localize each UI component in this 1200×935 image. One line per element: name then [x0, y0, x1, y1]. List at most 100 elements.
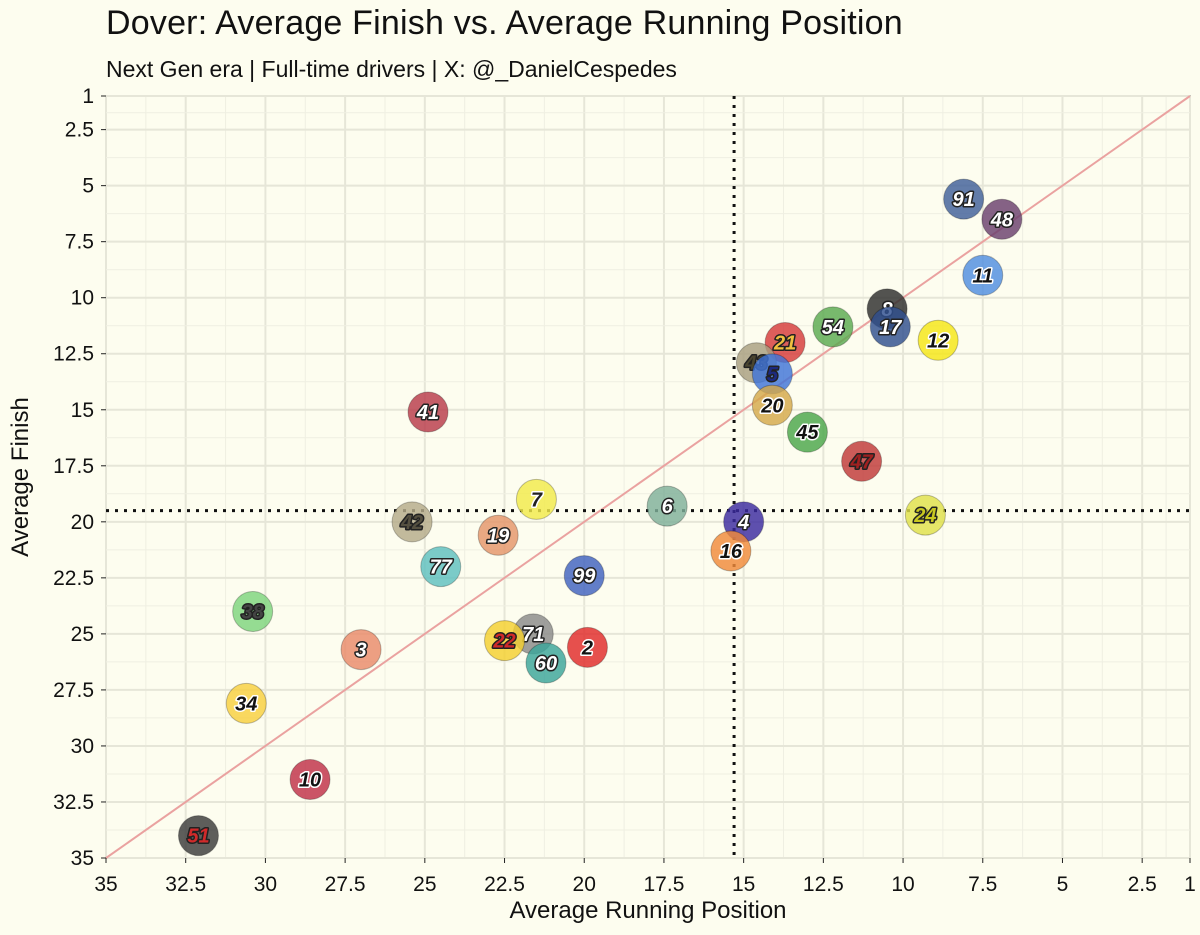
y-tick-label: 12.5	[53, 343, 94, 366]
grid-lines	[105, 95, 1191, 859]
car-marker-3: 3	[340, 629, 382, 671]
car-number-label: 41	[416, 402, 439, 424]
car-circle	[477, 514, 519, 556]
car-marker-21: 21	[764, 322, 806, 364]
car-marker-12: 12	[917, 319, 959, 361]
x-tick-label: 32.5	[165, 873, 206, 896]
car-circle	[917, 319, 959, 361]
y-tick-label: 25	[71, 623, 94, 646]
car-number-label: 4	[737, 512, 749, 534]
x-tick-label: 2.5	[1128, 873, 1157, 896]
car-marker-16: 16	[710, 530, 752, 572]
car-number-label: 91	[953, 189, 975, 211]
car-marker-11: 11	[962, 254, 1004, 296]
car-marker-60: 60	[525, 642, 567, 684]
car-number-label: 45	[795, 422, 819, 444]
car-marker-22: 22	[484, 620, 526, 662]
car-marker-47: 47	[841, 440, 883, 482]
car-marker-38: 38	[232, 590, 274, 632]
car-circle	[751, 384, 793, 426]
data-points: 9148118175412214352045414776244421916779…	[177, 178, 1023, 857]
car-number-label: 24	[913, 505, 936, 527]
car-marker-34: 34	[225, 682, 267, 724]
car-marker-24: 24	[904, 494, 946, 536]
car-number-label: 5	[767, 364, 779, 386]
car-number-label: 17	[879, 317, 902, 339]
car-circle	[515, 478, 557, 520]
car-marker-48: 48	[981, 198, 1023, 240]
car-circle	[407, 391, 449, 433]
car-number-label: 38	[242, 601, 265, 623]
y-tick-label: 5	[82, 175, 94, 198]
x-tick-label: 35	[94, 873, 117, 896]
car-number-label: 60	[535, 653, 557, 675]
x-tick-label: 20	[573, 873, 596, 896]
car-circle	[812, 306, 854, 348]
x-tick-label: 25	[413, 873, 436, 896]
car-circle	[177, 815, 219, 857]
car-marker-10: 10	[289, 759, 331, 801]
car-circle	[904, 494, 946, 536]
car-circle	[289, 759, 331, 801]
car-circle	[566, 626, 608, 668]
car-number-label: 42	[400, 512, 423, 534]
car-circle	[710, 530, 752, 572]
x-tick-label: 1	[1184, 873, 1196, 896]
car-circle	[869, 306, 911, 348]
car-number-label: 10	[299, 770, 321, 792]
car-marker-2: 2	[566, 626, 608, 668]
car-number-label: 19	[487, 525, 510, 547]
x-tick-label: 5	[1057, 873, 1069, 896]
car-circle	[563, 555, 605, 597]
car-circle	[340, 629, 382, 671]
car-number-label: 12	[927, 330, 949, 352]
car-number-label: 99	[573, 566, 596, 588]
car-marker-91: 91	[943, 178, 985, 220]
x-tick-label: 17.5	[644, 873, 685, 896]
car-marker-54: 54	[812, 306, 854, 348]
car-number-label: 54	[822, 317, 844, 339]
x-tick-label: 30	[254, 873, 277, 896]
car-circle	[225, 682, 267, 724]
x-tick-label: 12.5	[803, 873, 844, 896]
car-circle	[841, 440, 883, 482]
car-number-label: 6	[662, 496, 674, 518]
car-number-label: 22	[492, 631, 515, 653]
car-marker-41: 41	[407, 391, 449, 433]
car-number-label: 11	[972, 265, 993, 287]
car-circle	[391, 501, 433, 543]
y-tick-label: 32.5	[53, 791, 94, 814]
car-circle	[646, 485, 688, 527]
car-number-label: 71	[522, 624, 544, 646]
y-tick-label: 2.5	[65, 119, 94, 142]
car-marker-17: 17	[869, 306, 911, 348]
car-marker-51: 51	[177, 815, 219, 857]
car-number-label: 21	[773, 333, 796, 355]
y-axis-label: Average Finish	[7, 397, 34, 557]
car-number-label: 47	[849, 451, 873, 473]
x-tick-label: 15	[732, 873, 755, 896]
y-tick-label: 30	[71, 735, 94, 758]
car-circle	[943, 178, 985, 220]
car-circle	[484, 620, 526, 662]
car-marker-42: 42	[391, 501, 433, 543]
car-marker-99: 99	[563, 555, 605, 597]
y-tick-label: 17.5	[53, 455, 94, 478]
car-number-label: 2	[581, 637, 593, 659]
car-number-label: 48	[990, 209, 1014, 231]
car-circle	[232, 590, 274, 632]
x-tick-label: 7.5	[968, 873, 997, 896]
y-tick-label: 7.5	[65, 231, 94, 254]
car-marker-5: 5	[751, 353, 793, 395]
car-circle	[981, 198, 1023, 240]
x-axis-label: Average Running Position	[509, 897, 786, 924]
y-tick-label: 20	[71, 511, 94, 534]
car-marker-19: 19	[477, 514, 519, 556]
tick-labels: 35 32.5 30 27.5 25 22.5 20 17.5 15 12.5 10 7.5 5 2.5 1…	[53, 85, 1196, 896]
car-circle	[962, 254, 1004, 296]
car-marker-20: 20	[751, 384, 793, 426]
car-number-label: 16	[720, 541, 743, 563]
y-tick-label: 27.5	[53, 679, 94, 702]
y-tick-label: 35	[71, 847, 94, 870]
chart-title: Dover: Average Finish vs. Average Runnin…	[106, 4, 903, 42]
